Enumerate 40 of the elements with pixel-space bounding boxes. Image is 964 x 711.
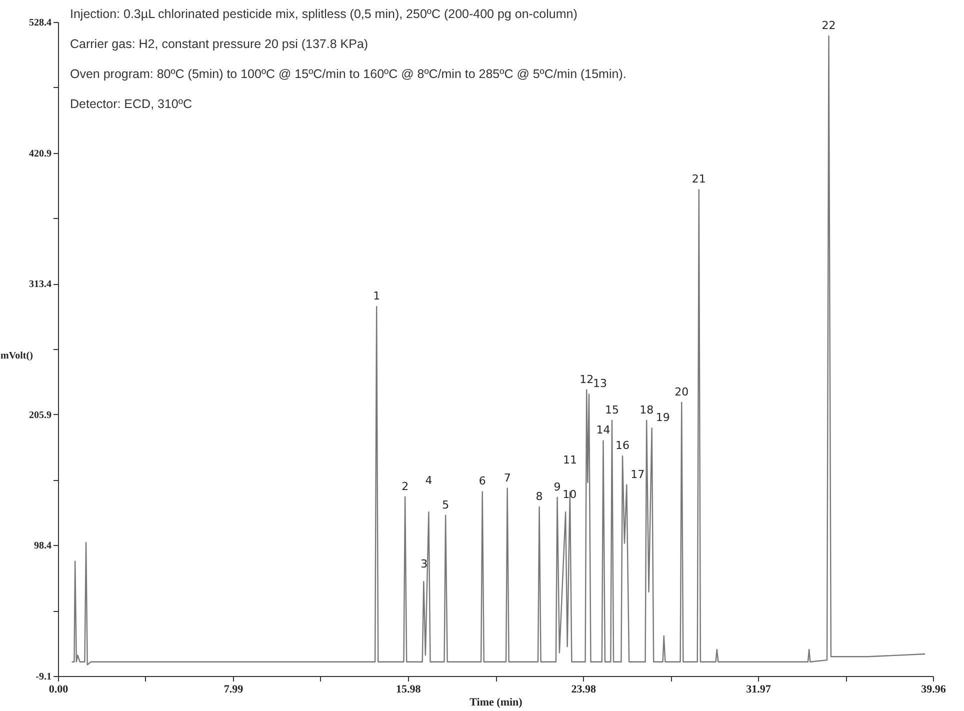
y-tick-label: 205.9 [29,410,52,421]
annotation: 13 [593,377,607,390]
annotation: 17 [630,468,645,481]
y-tick-label: 98.4 [34,540,52,552]
annotation: 18 [640,403,654,416]
x-tick-label: 39.96 [921,684,946,696]
annotation: 19 [656,411,670,424]
annotation: Oven program: 80ºC (5min) to 100ºC @ 15ºC/min to 160ºC @ 8ºC/min to 285ºC @ 5ºC/min (15min). [70,67,626,81]
annotation: 21 [692,172,706,186]
x-tick-label: 7.99 [224,684,244,696]
annotation: 9 [554,480,561,494]
x-tick-label: 15.98 [396,684,422,696]
x-axis-title: Time (min) [470,696,523,708]
annotation: 5 [442,498,450,512]
x-tick-label: 31.97 [746,684,772,696]
annotation: 4 [425,474,432,487]
annotation: 15 [604,403,619,416]
annotation: 7 [504,471,511,484]
y-axis-title: mVolt() [0,350,33,362]
annotation: 16 [616,439,630,452]
y-tick-label: 420.9 [29,148,52,160]
annotation: 6 [478,474,486,488]
y-tick-label: -9.1 [36,672,52,682]
line-series [71,35,926,666]
annotation: 8 [536,490,543,503]
text: Injection: 0.3µL chlorinated pesticide mix, splitless (0,5 min), 250ºC (200-400 pg on-column) [70,7,578,21]
annotation: 11 [562,454,577,467]
annotation: 12 [580,372,594,386]
annotation: 2 [402,480,409,493]
annotation: 22 [822,18,836,32]
annotation: Detector: ECD, 310ºC [70,97,192,111]
y-tick-label: 528.4 [29,18,52,28]
y-tick-label: 313.4 [29,279,52,290]
annotation: 14 [596,424,610,437]
annotation: Carrier gas: H2, constant pressure 20 psi (137.8 KPa) [70,37,368,51]
annotation: 20 [674,385,689,398]
x-tick-label: 23.98 [571,684,596,696]
annotation: 3 [420,558,428,571]
annotation: 1 [373,290,380,303]
x-tick-label: 0.00 [48,684,69,696]
